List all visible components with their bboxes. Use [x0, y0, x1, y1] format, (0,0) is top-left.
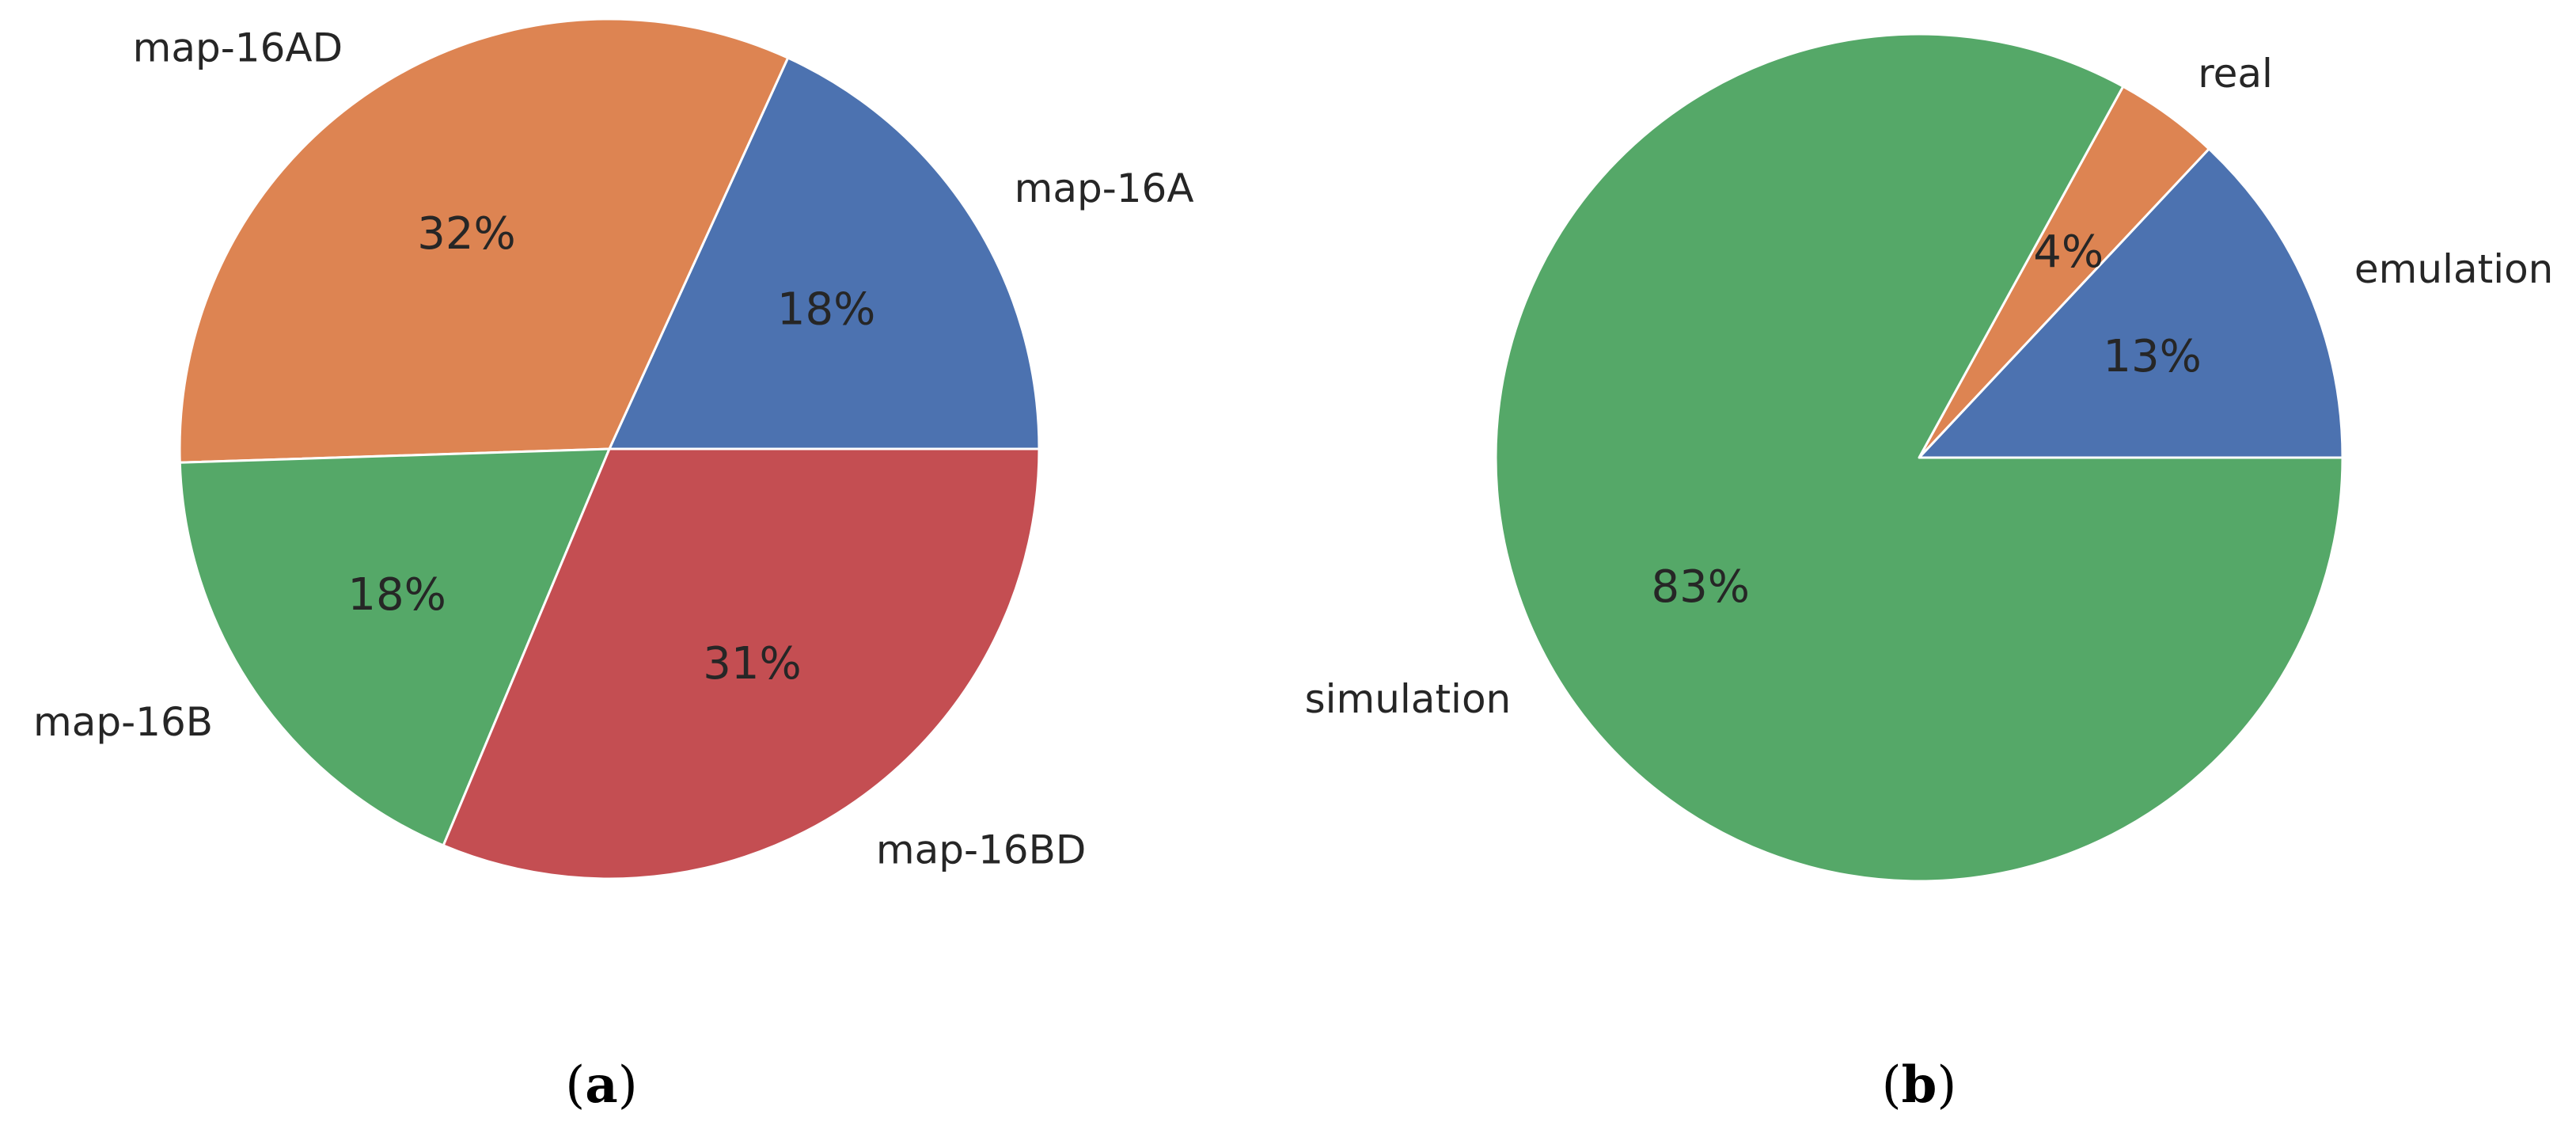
pie-chart-b: emulation 13% real 4% simulation 83%	[1305, 32, 2553, 883]
pie-b-slice-emulation	[1918, 147, 2344, 459]
pie-a-pct-map-16b: 18%	[347, 569, 446, 621]
pie-b-pct-simulation: 83%	[1651, 561, 1749, 613]
pie-a-slice-map-16b	[178, 447, 611, 847]
pie-a-pct-map-16bd: 31%	[703, 638, 801, 690]
pie-a-pct-map-16a: 18%	[777, 283, 875, 335]
caption-a: (a)	[565, 1055, 637, 1115]
pie-b-pct-real: 4%	[2033, 226, 2104, 278]
pie-b-label-simulation: simulation	[1305, 676, 1512, 722]
pie-b-pct-emulation: 13%	[2103, 331, 2201, 382]
pie-a-label-map-16a: map-16A	[1015, 165, 1194, 211]
pie-a-slice-map-16ad	[178, 17, 790, 464]
pie-a-label-map-16b: map-16B	[33, 699, 213, 745]
pie-a-pct-map-16ad: 32%	[417, 208, 515, 260]
pie-a-label-map-16ad: map-16AD	[133, 25, 343, 71]
pie-b-slice-simulation	[1494, 32, 2344, 883]
pie-a-label-map-16bd: map-16BD	[876, 827, 1087, 872]
caption-b: (b)	[1882, 1055, 1957, 1115]
pie-a-slice-map-16a	[608, 56, 1041, 450]
pie-chart-a: map-16A 18% map-16AD 32% map-16B 18% map-16BD 3…	[33, 17, 1194, 880]
pie-a-slice-map-16bd	[442, 447, 1041, 880]
pie-b-label-real: real	[2198, 51, 2273, 97]
pie-b-label-emulation: emulation	[2354, 246, 2553, 292]
